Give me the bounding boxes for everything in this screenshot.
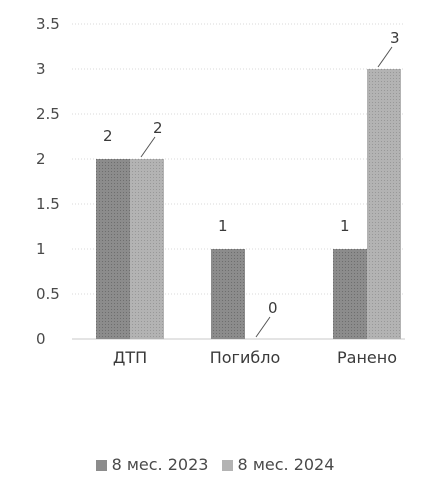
data-label: 3 [390,29,400,47]
bar-2023-1 [211,249,245,339]
y-axis-ticks: 0 0.5 1 1.5 2 2.5 3 3.5 [36,15,60,348]
data-label-leader [140,136,156,158]
y-tick-label: 2.5 [36,105,60,123]
bar-2023-0 [96,159,130,339]
y-tick-label: 3 [36,60,46,78]
data-label: 2 [153,119,163,137]
legend-swatch-2024 [221,460,233,471]
x-category-label: ДТП [113,348,147,367]
data-label: 1 [218,217,228,235]
y-tick-label: 0.5 [36,285,60,303]
legend-label-2023: 8 мес. 2023 [111,455,209,474]
y-tick-label: 0 [36,330,46,348]
legend-label-2024: 8 мес. 2024 [237,455,335,474]
legend-swatch-2023 [95,460,107,471]
y-tick-label: 3.5 [36,15,60,33]
bar-2024-0 [130,159,164,339]
data-labels: 2 1 1 2 0 3 [103,29,400,338]
data-label: 0 [268,299,278,317]
data-label: 2 [103,127,113,145]
legend-item-2023: 8 мес. 2023 [95,455,209,474]
legend-item-2024: 8 мес. 2024 [221,455,335,474]
y-tick-label: 2 [36,150,46,168]
y-tick-label: 1 [36,240,46,258]
data-label-leader [377,46,393,68]
data-label-leader [255,316,271,338]
x-axis-categories: ДТП Погибло Ранено [113,348,397,367]
y-tick-label: 1.5 [36,195,60,213]
legend: 8 мес. 2023 8 мес. 2024 [0,455,430,474]
x-category-label: Погибло [210,348,281,367]
bar-2023-2 [333,249,367,339]
bars [96,69,401,339]
x-category-label: Ранено [337,348,397,367]
data-label: 1 [340,217,350,235]
bar-2024-2 [367,69,401,339]
